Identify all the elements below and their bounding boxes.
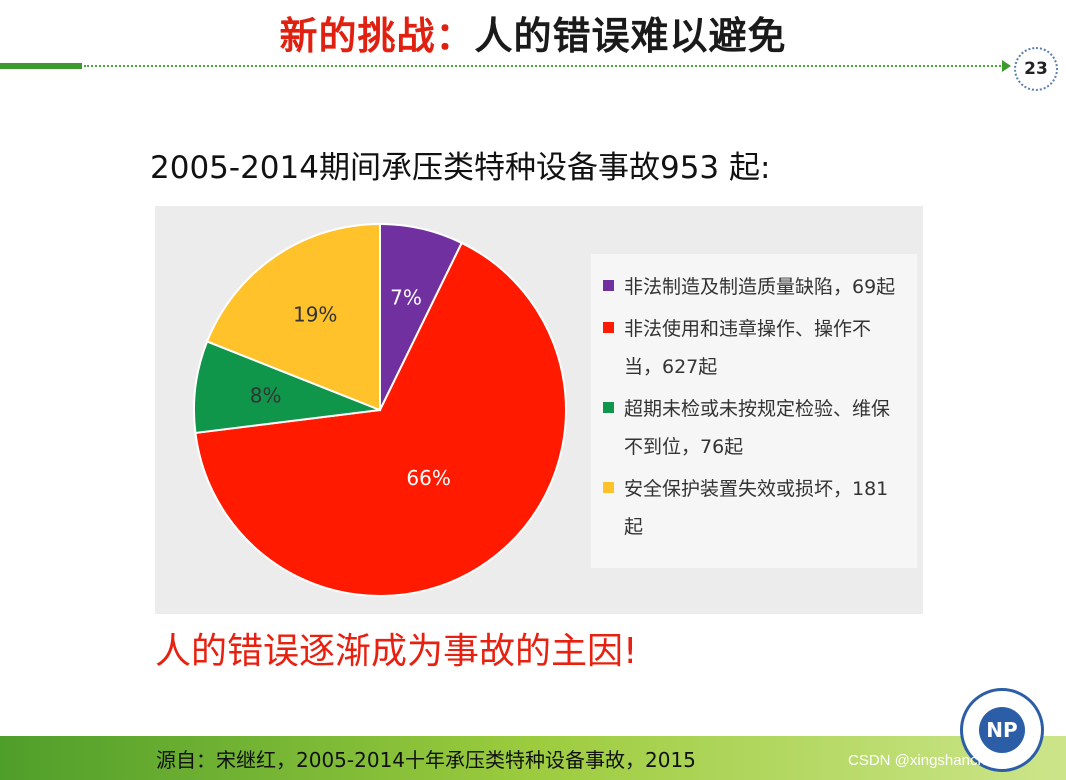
legend-swatch-2	[603, 402, 614, 413]
source-citation: 源自：宋继红，2005-2014十年承压类特种设备事故，2015	[156, 748, 696, 772]
legend-swatch-3	[603, 482, 614, 493]
pie-chart-area: 7% 66% 8% 19% 非法制造及制造质量缺陷，69起非法使用和违章操作、操作不当…	[155, 206, 923, 614]
title-rule-solid	[0, 63, 82, 69]
title-rule-dotted	[84, 65, 1004, 67]
legend-item-1: 非法使用和违章操作、操作不当，627起	[603, 310, 907, 386]
footer-bar: 源自：宋继红，2005-2014十年承压类特种设备事故，2015	[0, 736, 1066, 780]
key-conclusion: 人的错误逐渐成为事故的主因!	[155, 631, 638, 672]
pie-slice-label-3: 19%	[293, 303, 337, 327]
arrow-icon	[1002, 60, 1011, 72]
pie-chart: 7% 66% 8% 19%	[193, 222, 567, 597]
slide-title-main: 人的错误难以避免	[474, 14, 787, 58]
pie-slice-1	[194, 241, 567, 597]
legend-swatch-0	[603, 280, 614, 291]
university-logo: NP	[960, 688, 1044, 772]
pie-slice-label-0: 7%	[390, 286, 422, 310]
slide-title-highlight: 新的挑战：	[279, 14, 475, 58]
pie-slice-label-2: 8%	[250, 383, 282, 407]
pie-slice-2	[193, 340, 381, 435]
legend-label-0: 非法制造及制造质量缺陷，69起	[624, 276, 896, 298]
chart-subtitle: 2005-2014期间承压类特种设备事故953 起:	[150, 150, 771, 186]
university-emblem-icon: NP	[979, 707, 1025, 753]
page-number: 23	[1014, 47, 1058, 91]
slide-title: 新的挑战：人的错误难以避免	[0, 6, 1066, 66]
pie-slice-3	[205, 222, 381, 412]
legend-swatch-1	[603, 322, 614, 333]
legend-item-0: 非法制造及制造质量缺陷，69起	[603, 268, 907, 306]
watermark: CSDN @xingshanchang	[848, 752, 1011, 769]
chart-legend: 非法制造及制造质量缺陷，69起非法使用和违章操作、操作不当，627起 超期未检或未…	[591, 254, 917, 568]
legend-item-3: 安全保护装置失效或损坏，181起	[603, 470, 907, 546]
legend-label-3: 安全保护装置失效或损坏，181起	[624, 478, 889, 538]
pie-slice-label-1: 66%	[406, 466, 450, 490]
legend-item-2: 超期未检或未按规定检验、维保不到位，76起	[603, 390, 907, 466]
legend-label-2: 超期未检或未按规定检验、维保不到位，76起	[624, 398, 891, 458]
legend-label-1: 非法使用和违章操作、操作不当，627起	[624, 318, 872, 378]
